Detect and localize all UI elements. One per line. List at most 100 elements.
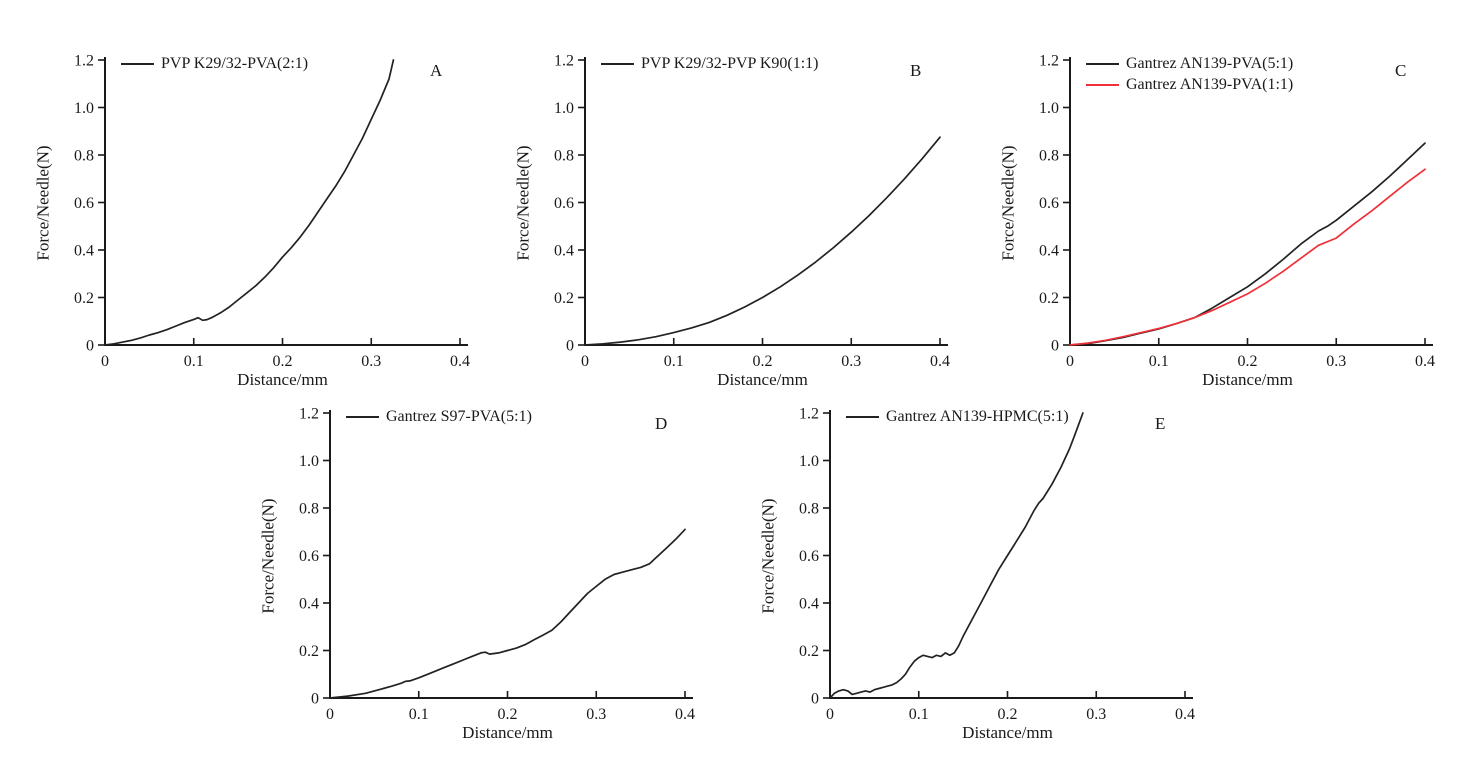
y-tick-label: 0.2 — [299, 643, 319, 660]
y-axis-title-E: Force/Needle(N) — [758, 497, 778, 614]
y-axis-title-A: Force/Needle(N) — [33, 144, 53, 261]
legend-series-label: Gantrez S97-PVA(5:1) — [386, 408, 532, 425]
y-tick-label: 0 — [566, 338, 574, 355]
x-tick-label: 0.3 — [586, 706, 606, 723]
x-tick-label: 0.2 — [1238, 353, 1258, 370]
y-tick-label: 1.0 — [299, 453, 319, 470]
panel-letter-E: E — [1155, 414, 1166, 433]
y-tick-label: 0.6 — [74, 195, 94, 212]
legend-D: Gantrez S97-PVA(5:1) — [346, 407, 532, 427]
y-tick-label: 0.4 — [1039, 243, 1059, 260]
y-tick-label: 0.8 — [554, 148, 574, 165]
y-tick-label: 0.6 — [299, 548, 319, 565]
y-tick-label: 0 — [1051, 338, 1059, 355]
x-tick-label: 0 — [101, 353, 109, 370]
y-tick-label: 0.2 — [1039, 290, 1059, 307]
x-tick-label: 0.1 — [909, 706, 929, 723]
y-tick-label: 0.6 — [1039, 195, 1059, 212]
y-tick-label: 0.4 — [299, 596, 319, 613]
x-tick-label: 0 — [1066, 353, 1074, 370]
y-tick-label: 0 — [86, 338, 94, 355]
y-tick-label: 0.4 — [74, 243, 94, 260]
legend-item: PVP K29/32-PVP K90(1:1) — [601, 54, 819, 74]
y-tick-label: 1.0 — [1039, 100, 1059, 117]
x-tick-label: 0.1 — [409, 706, 429, 723]
x-tick-label: 0.4 — [675, 706, 695, 723]
x-tick-label: 0.2 — [498, 706, 518, 723]
curve-C-1 — [1069, 168, 1426, 346]
y-axis-title-C: Force/Needle(N) — [998, 144, 1018, 261]
panel-letter-A: A — [430, 61, 443, 80]
x-tick-label: 0.1 — [184, 353, 204, 370]
x-axis-title-C: Distance/mm — [1202, 370, 1293, 389]
legend-line-sample — [121, 63, 154, 65]
chart-panel-C: 0 0.1 0.2 0.3 0.4 0 0.2 0.4 0.6 0.8 1.0 1.2 Gantrez … — [995, 40, 1465, 395]
y-tick-label: 1.2 — [74, 53, 94, 70]
legend-item: Gantrez AN139-PVA(1:1) — [1086, 75, 1293, 95]
y-tick-label: 0.2 — [799, 643, 819, 660]
legend-item: Gantrez AN139-HPMC(5:1) — [846, 407, 1069, 427]
curve-A-0 — [104, 59, 395, 346]
legend-series-label: Gantrez AN139-PVA(1:1) — [1126, 76, 1294, 93]
x-tick-label: 0.4 — [1415, 353, 1435, 370]
legend-E: Gantrez AN139-HPMC(5:1) — [846, 407, 1069, 427]
x-tick-label: 0.4 — [930, 353, 950, 370]
x-tick-label: 0.2 — [753, 353, 773, 370]
chart-panel-E: 0 0.1 0.2 0.3 0.4 0 0.2 0.4 0.6 0.8 1.0 1.2 Gantrez … — [755, 393, 1225, 748]
y-tick-label: 0 — [811, 691, 819, 708]
y-tick-label: 1.2 — [1039, 53, 1059, 70]
legend-C: Gantrez AN139-PVA(5:1) Gantrez AN139-PVA(… — [1086, 54, 1293, 95]
plot-area-E: 0 0.1 0.2 0.3 0.4 0 0.2 0.4 0.6 0.8 1.0 1.2 — [799, 406, 1195, 724]
y-tick-label: 0.2 — [74, 290, 94, 307]
y-tick-label: 0.8 — [299, 501, 319, 518]
x-tick-label: 0.4 — [450, 353, 470, 370]
y-tick-label: 1.2 — [799, 406, 819, 423]
x-axis-title-A: Distance/mm — [237, 370, 328, 389]
curve-E-0 — [829, 412, 1084, 699]
y-tick-label: 1.2 — [554, 53, 574, 70]
x-tick-label: 0 — [581, 353, 589, 370]
y-tick-label: 0.2 — [554, 290, 574, 307]
y-tick-label: 1.0 — [74, 100, 94, 117]
y-tick-label: 1.0 — [554, 100, 574, 117]
legend-A: PVP K29/32-PVA(2:1) — [121, 54, 308, 74]
x-tick-label: 0.4 — [1175, 706, 1195, 723]
x-tick-label: 0.3 — [361, 353, 381, 370]
chart-panel-D: 0 0.1 0.2 0.3 0.4 0 0.2 0.4 0.6 0.8 1.0 1.2 Gantrez … — [255, 393, 725, 748]
x-axis-title-D: Distance/mm — [462, 723, 553, 742]
y-axis-title-D: Force/Needle(N) — [258, 497, 278, 614]
panel-letter-B: B — [910, 61, 922, 80]
plot-area-B: 0 0.1 0.2 0.3 0.4 0 0.2 0.4 0.6 0.8 1.0 1.2 — [554, 53, 950, 371]
y-tick-label: 0.8 — [799, 501, 819, 518]
legend-line-sample — [601, 63, 634, 65]
legend-line-sample — [1086, 84, 1119, 86]
y-tick-label: 0.4 — [554, 243, 574, 260]
x-tick-label: 0.2 — [273, 353, 293, 370]
x-tick-label: 0 — [326, 706, 334, 723]
legend-item: Gantrez AN139-PVA(5:1) — [1086, 54, 1293, 74]
y-axis-title-B: Force/Needle(N) — [513, 144, 533, 261]
x-axis-title-B: Distance/mm — [717, 370, 808, 389]
panel-letter-D: D — [655, 414, 668, 433]
legend-item: PVP K29/32-PVA(2:1) — [121, 54, 308, 74]
legend-B: PVP K29/32-PVP K90(1:1) — [601, 54, 819, 74]
curve-C-0 — [1069, 142, 1426, 346]
y-tick-label: 0.6 — [554, 195, 574, 212]
legend-series-label: Gantrez AN139-PVA(5:1) — [1126, 55, 1294, 72]
x-tick-label: 0.1 — [664, 353, 684, 370]
plot-area-D: 0 0.1 0.2 0.3 0.4 0 0.2 0.4 0.6 0.8 1.0 1.2 — [299, 406, 695, 724]
curve-D-0 — [329, 528, 686, 699]
y-tick-label: 0.8 — [74, 148, 94, 165]
x-axis-title-E: Distance/mm — [962, 723, 1053, 742]
y-tick-label: 0.6 — [799, 548, 819, 565]
x-tick-label: 0.1 — [1149, 353, 1169, 370]
legend-line-sample — [846, 416, 879, 418]
y-tick-label: 1.2 — [299, 406, 319, 423]
plot-area-A: 0 0.1 0.2 0.3 0.4 0 0.2 0.4 0.6 0.8 1.0 1.2 — [74, 53, 470, 371]
x-tick-label: 0.3 — [841, 353, 861, 370]
legend-series-label: PVP K29/32-PVA(2:1) — [161, 55, 309, 72]
legend-line-sample — [1086, 63, 1119, 65]
plot-area-C: 0 0.1 0.2 0.3 0.4 0 0.2 0.4 0.6 0.8 1.0 1.2 — [1039, 53, 1435, 371]
x-tick-label: 0.3 — [1326, 353, 1346, 370]
